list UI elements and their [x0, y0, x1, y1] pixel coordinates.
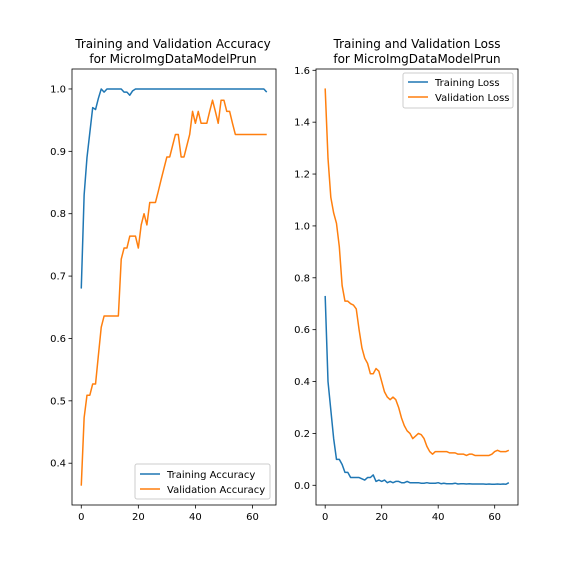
training-loss-line — [324, 295, 510, 485]
loss-plot-frame — [315, 68, 519, 506]
loss-y-tick-label: 1.4 — [294, 118, 310, 129]
loss-chart: Training and Validation Loss for MicroIm… — [294, 37, 519, 523]
loss-chart-title-line-1: Training and Validation Loss — [333, 37, 501, 51]
loss-y-tick-label: 1.2 — [294, 170, 310, 181]
loss-y-tick-label: 0.2 — [294, 429, 310, 440]
accuracy-chart: Training and Validation Accuracy for Mic… — [50, 37, 277, 523]
accuracy-legend-box — [134, 463, 271, 500]
loss-legend-label-training: Training Loss — [434, 78, 500, 89]
loss-y-tick-label: 1.6 — [294, 66, 310, 77]
accuracy-y-tick-label: 0.8 — [50, 209, 66, 220]
loss-legend-label-validation: Validation Loss — [435, 93, 510, 104]
accuracy-legend: Training Accuracy Validation Accuracy — [134, 463, 271, 500]
validation-loss-line — [324, 88, 510, 457]
accuracy-y-tick-label: 0.4 — [50, 459, 66, 470]
accuracy-x-tick-label: 0 — [78, 512, 84, 523]
accuracy-chart-title-line-2: for MicroImgDataModelPrun — [89, 52, 256, 66]
accuracy-y-tick-label: 0.5 — [50, 396, 66, 407]
loss-x-tick-label: 0 — [322, 512, 328, 523]
loss-x-tick-label: 40 — [432, 512, 445, 523]
accuracy-x-tick-label: 60 — [246, 512, 259, 523]
accuracy-y-tick-label: 0.9 — [50, 147, 66, 158]
loss-y-tick-label: 0.6 — [294, 325, 310, 336]
loss-y-tick-label: 1.0 — [294, 221, 310, 232]
accuracy-y-tick-label: 1.0 — [50, 84, 66, 95]
accuracy-plot-frame — [71, 68, 277, 506]
loss-legend-box — [402, 72, 514, 109]
accuracy-y-tick-label: 0.6 — [50, 334, 66, 345]
accuracy-legend-label-validation: Validation Accuracy — [167, 485, 265, 496]
training-accuracy-line — [80, 88, 268, 289]
accuracy-series-layer — [80, 88, 268, 486]
loss-y-tick-label: 0.4 — [294, 377, 310, 388]
accuracy-x-tick-label: 40 — [189, 512, 202, 523]
accuracy-ticks-layer: 0 20 40 60 0.4 0.5 0.6 0.7 0.8 0.9 1.0 — [50, 84, 259, 523]
loss-x-tick-label: 20 — [375, 512, 388, 523]
loss-series-layer — [324, 88, 510, 485]
loss-x-tick-label: 60 — [488, 512, 501, 523]
loss-y-tick-label: 0.8 — [294, 273, 310, 284]
loss-y-tick-label: 0.0 — [294, 481, 310, 492]
accuracy-y-tick-label: 0.7 — [50, 272, 66, 283]
loss-chart-title-line-2: for MicroImgDataModelPrun — [333, 52, 500, 66]
validation-accuracy-line — [80, 99, 267, 486]
loss-ticks-layer: 0 20 40 60 0.0 0.2 0.4 0.6 0.8 1.0 1.2 1.4 1.6 — [294, 66, 501, 523]
accuracy-chart-title-line-1: Training and Validation Accuracy — [74, 37, 270, 51]
accuracy-x-tick-label: 20 — [132, 512, 145, 523]
accuracy-legend-label-training: Training Accuracy — [166, 470, 255, 481]
loss-legend: Training Loss Validation Loss — [402, 72, 514, 109]
